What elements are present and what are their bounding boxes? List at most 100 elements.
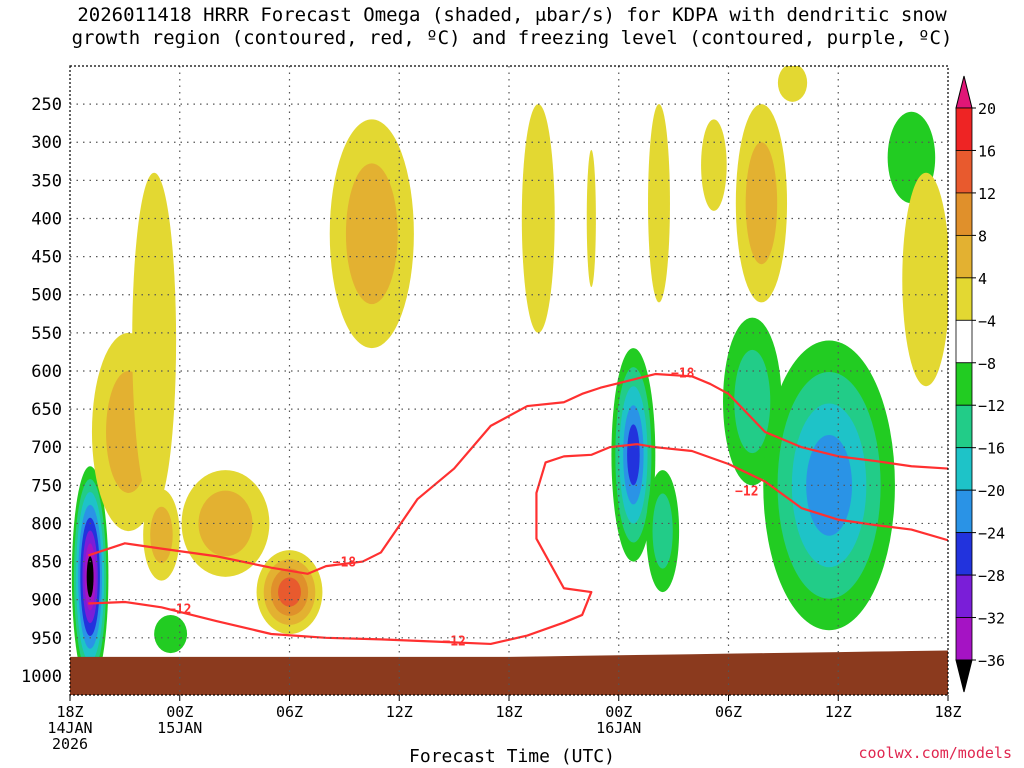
colorbar-top-arrow: [955, 75, 973, 109]
colorbar-segment: [955, 362, 973, 406]
x-tick-label: 06Z: [276, 703, 303, 721]
watermark: coolwx.com/models: [858, 744, 1012, 762]
contour-label: −12: [735, 484, 758, 499]
omega-feature: [143, 489, 180, 581]
omega-level-up4: [648, 104, 670, 303]
y-tick-label: 350: [31, 171, 62, 191]
omega-feature: [256, 550, 323, 635]
omega-feature: [329, 119, 414, 349]
x-axis-title: Forecast Time (UTC): [409, 746, 615, 767]
y-tick-label: 650: [31, 400, 62, 420]
y-tick-label: 1000: [21, 667, 62, 687]
omega-level-down20: [627, 424, 640, 486]
y-tick-label: 450: [31, 248, 62, 268]
chart-title: 2026011418 HRRR Forecast Omega (shaded, …: [0, 4, 1024, 50]
omega-level-down4: [154, 614, 188, 654]
omega-feature: [648, 104, 670, 303]
y-tick-label: 250: [31, 95, 62, 115]
contour-label: −12: [442, 635, 465, 650]
y-tick-label: 300: [31, 133, 62, 153]
colorbar-label: −12: [978, 397, 1005, 415]
x-tick-label: 16JAN: [596, 719, 641, 737]
omega-level-up4: [132, 172, 177, 509]
colorbar-bottom-arrow: [955, 659, 973, 693]
omega-level-up4: [902, 172, 948, 387]
x-tick-label: 15JAN: [157, 719, 202, 737]
omega-level-down36: [86, 556, 94, 598]
colorbar-segment: [955, 574, 973, 618]
terrain-ground: [70, 650, 948, 695]
colorbar-segment: [955, 617, 973, 661]
x-tick-label: 00Z: [166, 703, 193, 721]
y-tick-label: 700: [31, 438, 62, 458]
y-tick-label: 950: [31, 629, 62, 649]
omega-feature: [735, 104, 788, 303]
omega-level-down8: [652, 493, 673, 569]
plot-area: −18 −18 −12 −12 −12: [70, 66, 948, 695]
colorbar-segment: [955, 150, 973, 194]
omega-level-up16: [278, 577, 301, 607]
x-tick-label: 18Z: [56, 703, 83, 721]
colorbar-segment: [955, 107, 973, 151]
contour-label: −18: [333, 555, 357, 570]
omega-level-up4: [777, 66, 808, 102]
colorbar-segment: [955, 489, 973, 534]
colorbar-segment: [955, 319, 973, 364]
x-tick-label: 12Z: [825, 703, 852, 721]
omega-feature: [181, 470, 270, 577]
omega-feature: [777, 66, 808, 102]
colorbar-segment: [955, 234, 973, 279]
colorbar-label: 16: [978, 142, 996, 160]
colorbar-label: 8: [978, 227, 987, 245]
colorbar-label: −20: [978, 482, 1005, 500]
omega-feature: [71, 466, 109, 688]
contour-line-minus18: [87, 372, 948, 575]
chart-title-line2: growth region (contoured, red, ºC) and f…: [71, 27, 953, 49]
x-tick-label: 18Z: [934, 703, 961, 721]
y-tick-label: 550: [31, 324, 62, 344]
omega-level-down16: [806, 434, 853, 536]
x-tick-label: 2026: [52, 735, 88, 753]
colorbar-label: −36: [978, 652, 1005, 670]
x-tick-label: 00Z: [605, 703, 632, 721]
y-tick-label: 750: [31, 476, 62, 496]
y-tick-label: 500: [31, 286, 62, 306]
omega-level-up8: [150, 506, 173, 564]
colorbar-segment: [955, 404, 973, 449]
x-tick-label: 12Z: [386, 703, 413, 721]
colorbar-segment: [955, 277, 973, 321]
colorbar-label: 4: [978, 270, 987, 288]
contour-label: −18: [671, 366, 695, 381]
y-tick-label: 400: [31, 209, 62, 229]
colorbar-label: −8: [978, 355, 996, 373]
omega-level-up4: [701, 119, 727, 211]
omega-feature: [132, 172, 177, 509]
colorbar-label: −24: [978, 525, 1005, 543]
omega-level-up8: [198, 490, 253, 557]
x-tick-label: 06Z: [715, 703, 742, 721]
colorbar-label: −32: [978, 610, 1005, 628]
colorbar-label: 12: [978, 185, 996, 203]
omega-feature: [611, 348, 656, 562]
colorbar-label: −16: [978, 440, 1005, 458]
omega-feature: [902, 172, 948, 387]
contour-label: −12: [168, 603, 191, 618]
y-tick-label: 900: [31, 591, 62, 611]
omega-level-up8: [345, 163, 398, 305]
omega-feature: [646, 470, 680, 593]
contour-line-minus12: [88, 443, 948, 646]
colorbar-segment: [955, 447, 973, 491]
chart-title-line1: 2026011418 HRRR Forecast Omega (shaded, …: [77, 4, 947, 26]
colorbar-segment: [955, 532, 973, 576]
colorbar-segment: [955, 192, 973, 236]
x-tick-label: 18Z: [495, 703, 522, 721]
omega-feature: [154, 614, 188, 654]
omega-feature: [763, 340, 895, 631]
omega-level-up8: [745, 142, 778, 265]
y-tick-label: 800: [31, 514, 62, 534]
colorbar-label: 20: [978, 100, 996, 118]
colorbar-label: −4: [978, 312, 996, 330]
omega-feature: [701, 119, 727, 211]
y-tick-label: 850: [31, 553, 62, 573]
